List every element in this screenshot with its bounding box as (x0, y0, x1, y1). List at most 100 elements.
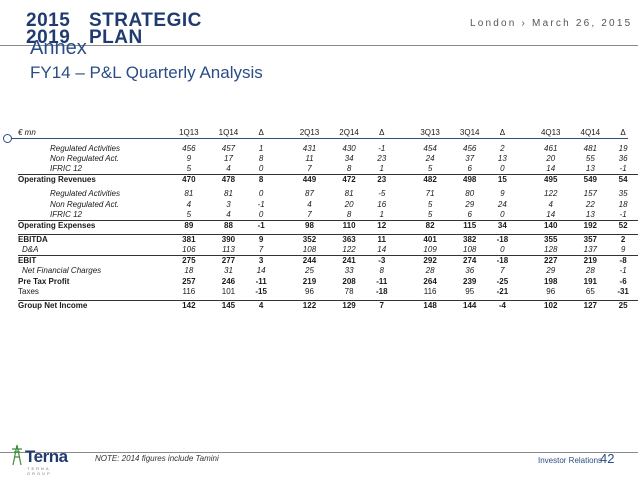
table-cell: 244 (287, 255, 332, 267)
table-cell: 2 (608, 234, 638, 246)
table-cell: 456 (463, 144, 477, 154)
table-cell: -4 (487, 300, 518, 312)
table-cell: 24 (425, 154, 435, 164)
table-cell: 89 (167, 219, 211, 231)
table-row: IFRIC 12 5 4 0 7 8 1 5 6 0 14 13 -1 (18, 210, 638, 221)
table-cell: 9 (186, 154, 192, 164)
table-cell: 36 (618, 154, 628, 164)
table-cell: 34 (487, 219, 518, 231)
table-cell: 116 (182, 286, 196, 296)
table-cell: 14 (256, 266, 266, 276)
table-cell: 8 (346, 209, 352, 219)
row-label: Non Regulated Act. (50, 154, 120, 164)
table-row: Group Net Income 142 145 4 122 129 7 148 144 -4 10… (18, 300, 638, 312)
row-label: Taxes (18, 286, 39, 296)
logo-word-bottom: PLAN (89, 27, 143, 48)
table-cell: 127 (572, 300, 609, 312)
table-cell: 23 (366, 174, 397, 186)
table-cell: 142 (167, 300, 211, 312)
col-header: 3Q13 (420, 128, 440, 137)
table-cell: 482 (408, 174, 452, 186)
table-cell: 81 (344, 189, 354, 199)
table-cell: 449 (287, 174, 332, 186)
table-cell: 28 (585, 266, 595, 276)
table-cell: 113 (222, 245, 235, 255)
table-cell: 357 (572, 234, 609, 246)
table-cell: 7 (500, 266, 505, 276)
table-cell: 498 (451, 174, 488, 186)
table-cell: -15 (255, 286, 267, 296)
table-cell: 140 (528, 219, 573, 231)
table-row: Operating Expenses 89 88 -1 98 110 12 82 115 34 14… (18, 219, 638, 231)
table-row: Pre Tax Profit 257 246 -11 219 208 -11 264 239 -2… (18, 276, 638, 286)
table-cell: -11 (255, 276, 267, 286)
table-row: Taxes 116 101 -15 96 78 -18 116 95 -21 96 65 -31 (18, 287, 638, 297)
table-cell: 2 (500, 144, 505, 154)
table-marker-dot (3, 134, 12, 143)
table-cell: 241 (331, 255, 367, 267)
logo-year-top: 2015 (26, 10, 71, 31)
table-cell: 4 (307, 199, 312, 209)
table-cell: 274 (451, 255, 488, 267)
table-cell: 36 (465, 266, 475, 276)
table-cell: 29 (465, 199, 475, 209)
table-cell: 23 (377, 154, 387, 164)
table-cell: 9 (620, 245, 626, 255)
table-cell: 4 (548, 199, 553, 209)
table-cell: 12 (366, 219, 397, 231)
table-cell: 390 (210, 234, 247, 246)
table-cell: 11 (305, 154, 314, 164)
page-number: 42 (600, 451, 615, 466)
row-label: Group Net Income (18, 300, 168, 312)
table-cell: 6 (467, 209, 472, 219)
table-cell: 115 (451, 219, 488, 231)
table-cell: 549 (572, 174, 609, 186)
table-cell: 65 (585, 286, 595, 296)
table-cell: 11 (366, 234, 397, 246)
table-cell: 430 (342, 144, 356, 154)
logo-year-bottom: 2019 (26, 27, 71, 48)
table-cell: 0 (500, 209, 505, 219)
table-cell: 54 (608, 174, 638, 186)
row-label: EBITDA (18, 234, 168, 246)
table-cell: 8 (258, 154, 264, 164)
table-cell: 116 (423, 286, 437, 296)
table-cell: 34 (344, 154, 354, 164)
table-cell: 0 (258, 209, 264, 219)
table-cell: 122 (287, 300, 332, 312)
table-cell: 129 (331, 300, 367, 312)
page-subtitle: FY14 – P&L Quarterly Analysis (30, 63, 263, 82)
table-cell: 454 (423, 144, 437, 154)
table-cell: 191 (583, 276, 598, 286)
footnote: NOTE: 2014 figures include Tamini (95, 454, 219, 463)
table-cell: 78 (344, 286, 354, 296)
table-cell: 88 (210, 219, 247, 231)
terna-pylon-icon (12, 444, 22, 466)
footer-divider (0, 452, 638, 453)
table-cell: 96 (546, 286, 556, 296)
table-cell: 4 (186, 199, 192, 209)
table-header-row: € mn 1Q13 1Q14 Δ 2Q13 2Q14 Δ 3Q13 3Q14 Δ… (18, 126, 638, 140)
table-cell: 8 (379, 266, 384, 276)
table-row: Non Regulated Act. 4 3 -1 4 20 16 5 29 24 4 22 18 (18, 200, 638, 210)
table-cell: 0 (500, 164, 505, 174)
table-cell: 16 (377, 199, 387, 209)
table-cell: 20 (344, 199, 354, 209)
table-cell: 456 (182, 144, 196, 154)
col-header: 4Q14 (580, 128, 601, 137)
table-cell: 108 (463, 245, 477, 255)
table-cell: 1 (379, 164, 384, 174)
table-cell: 246 (221, 276, 236, 286)
table-row: D&A 106 113 7 108 122 14 109 108 0 128 137 9 (18, 245, 638, 256)
table-cell: -5 (378, 189, 386, 199)
table-cell: 25 (608, 300, 638, 312)
col-header: Δ (499, 128, 506, 137)
table-cell: 8 (246, 174, 276, 186)
table-cell: 95 (465, 286, 475, 296)
table-cell: 29 (546, 266, 556, 276)
table-cell: 192 (572, 219, 609, 231)
table-cell: 355 (528, 234, 573, 246)
table-cell: 3 (246, 255, 276, 267)
table-cell: 1 (258, 144, 264, 154)
table-cell: 13 (585, 164, 595, 174)
